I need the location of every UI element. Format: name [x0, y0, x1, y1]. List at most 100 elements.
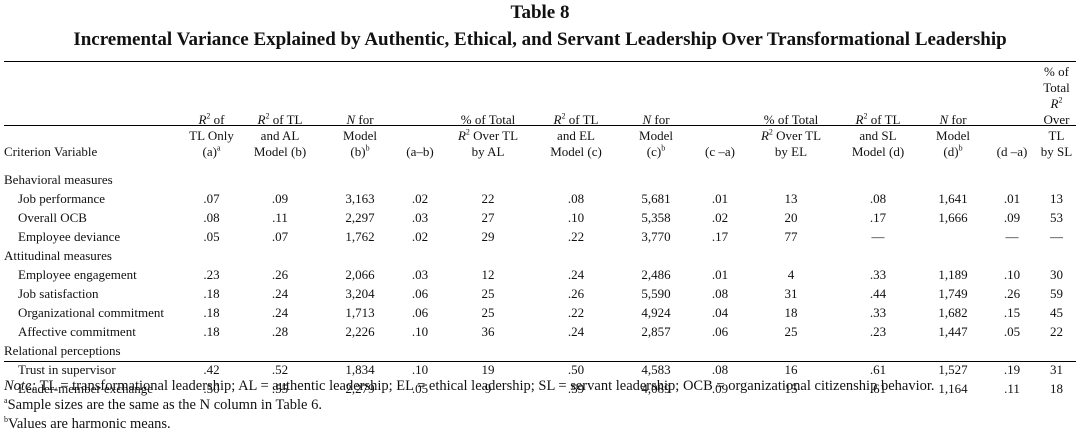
header-tl-only: R2 of TL Only (a)a — [189, 111, 234, 159]
table-cell: 4,583 — [641, 362, 671, 377]
table-cell: 4 — [787, 267, 795, 282]
criterion-label: Leader-member exchange — [18, 381, 154, 396]
table-cell: .24 — [567, 324, 585, 339]
criterion-label: Organizational commitment — [18, 305, 164, 320]
section-title: Attitudinal measures — [4, 248, 112, 263]
table-cell: 13 — [784, 191, 798, 206]
section-row: Relational perceptions — [4, 341, 1076, 360]
table-cell: 29 — [481, 229, 495, 244]
table-cell: .26 — [567, 286, 585, 301]
top-rule — [4, 61, 1076, 62]
table-cell: .05 — [411, 381, 429, 396]
table-cell: 2,279 — [345, 381, 375, 396]
table-cell: 15 — [784, 381, 798, 396]
table-cell: .02 — [411, 191, 429, 206]
table-cell: .08 — [711, 286, 729, 301]
table-cell: .02 — [711, 210, 729, 225]
table-cell: .55 — [271, 381, 289, 396]
table-cell: 3,204 — [345, 286, 375, 301]
variance-table: Criterion Variable R2 of TL Only (a)a R2 o… — [4, 64, 1076, 398]
table-cell: .07 — [203, 191, 220, 206]
table-cell: .10 — [411, 362, 429, 377]
table-cell: .01 — [711, 191, 729, 206]
header-pct-sl: % of Total R2 Over TL by SL — [1040, 64, 1073, 159]
header-tl-el: R2 of TL and EL Model (c) — [550, 111, 602, 159]
header-tl-al: R2 of TL and AL Model (b) — [253, 111, 307, 159]
table-cell: .17 — [711, 229, 729, 244]
header-c-a: (c –a) — [705, 144, 735, 159]
criterion-label: Affective commitment — [18, 324, 136, 339]
table-cell: .17 — [869, 210, 887, 225]
table-cell: .50 — [203, 381, 220, 396]
table-row: Job satisfaction .18 .24 3,204 .06 25 .26 5,590… — [4, 284, 1076, 303]
table-number: Table 8 — [510, 2, 570, 23]
table-cell: — — [1005, 229, 1019, 244]
table-cell: 1,527 — [938, 362, 968, 377]
section-row: Behavioral measures — [4, 166, 1076, 189]
header-d-a: (d –a) — [996, 144, 1028, 159]
table-cell: .10 — [411, 324, 429, 339]
header-n-sl: N for Model (d)b — [936, 112, 970, 159]
table-cell: .08 — [203, 210, 220, 225]
table-cell: 2,297 — [345, 210, 375, 225]
table-cell: 77 — [784, 229, 798, 244]
table-cell: .09 — [711, 381, 729, 396]
section-title: Behavioral measures — [4, 172, 113, 187]
table-cell: 12 — [481, 267, 495, 282]
header-pct-al: % of Total R2 Over TL by AL — [457, 112, 519, 159]
header-row: Criterion Variable R2 of TL Only (a)a R2 o… — [4, 64, 1076, 166]
table-body: Behavioral measures Job performance .07 .09… — [4, 166, 1076, 398]
table-cell: 25 — [481, 305, 495, 320]
table-cell — [919, 227, 987, 246]
table-cell: 1,447 — [938, 324, 968, 339]
table-cell: 4,924 — [641, 305, 671, 320]
table-cell: .05 — [203, 229, 220, 244]
table-cell: 20 — [784, 210, 798, 225]
table-cell: .10 — [567, 210, 585, 225]
table-cell: .09 — [1003, 210, 1021, 225]
criterion-label: Overall OCB — [18, 210, 87, 225]
table-cell: .01 — [711, 267, 729, 282]
table-row: Leader-member exchange .50 .55 2,279 .05 9 .59… — [4, 379, 1076, 398]
table-cell: 2,226 — [345, 324, 375, 339]
table-cell: 1,762 — [345, 229, 375, 244]
section-row: Attitudinal measures — [4, 246, 1076, 265]
criterion-label: Employee deviance — [18, 229, 121, 244]
table-cell: 1,666 — [938, 210, 968, 225]
criterion-label: Employee engagement — [18, 267, 137, 282]
criterion-label: Trust in supervisor — [18, 362, 116, 377]
table-row: Employee deviance .05 .07 1,762 .02 29 .22 3,77… — [4, 227, 1076, 246]
header-a-b: (a–b) — [406, 144, 434, 159]
table-cell: .05 — [1003, 324, 1021, 339]
table-cell: .42 — [203, 362, 220, 377]
table-row: Overall OCB .08 .11 2,297 .03 27 .10 5,358 .02 20… — [4, 208, 1076, 227]
table-cell: .22 — [567, 305, 585, 320]
table-cell: 25 — [784, 324, 798, 339]
table-cell: .50 — [567, 362, 585, 377]
table-title: Incremental Variance Explained by Authen… — [73, 29, 1007, 50]
table-row: Affective commitment .18 .28 2,226 .10 36 .24 2… — [4, 322, 1076, 341]
table-cell: .59 — [567, 381, 585, 396]
table-cell: .28 — [271, 324, 289, 339]
table-cell: 2,486 — [641, 267, 671, 282]
footnote-b: bValues are harmonic means. — [4, 415, 171, 432]
table-cell: 2,857 — [641, 324, 671, 339]
table-cell: .23 — [869, 324, 887, 339]
table-cell: 5,358 — [641, 210, 671, 225]
note-line: Note: TL = transformational leadership; … — [4, 378, 935, 394]
section-title: Relational perceptions — [4, 343, 121, 358]
table-cell: 1,641 — [938, 191, 968, 206]
table-row: Job performance .07 .09 3,163 .02 22 .08 5,681.… — [4, 189, 1076, 208]
table-cell: 16 — [784, 362, 798, 377]
table-cell: .06 — [411, 305, 429, 320]
header-n-el: N for Model (c)b — [639, 112, 673, 159]
table-cell: 1,713 — [345, 305, 375, 320]
table-cell: 9 — [484, 381, 492, 396]
table-cell: 5,590 — [641, 286, 671, 301]
table-row: Organizational commitment .18 .24 1,713 .06 2… — [4, 303, 1076, 322]
table-notes: Note: TL = transformational leadership; … — [4, 377, 1076, 434]
table-cell: .01 — [1003, 191, 1021, 206]
table-cell: 1,164 — [938, 381, 968, 396]
table-cell: .03 — [411, 210, 429, 225]
table-cell: 22 — [481, 191, 495, 206]
